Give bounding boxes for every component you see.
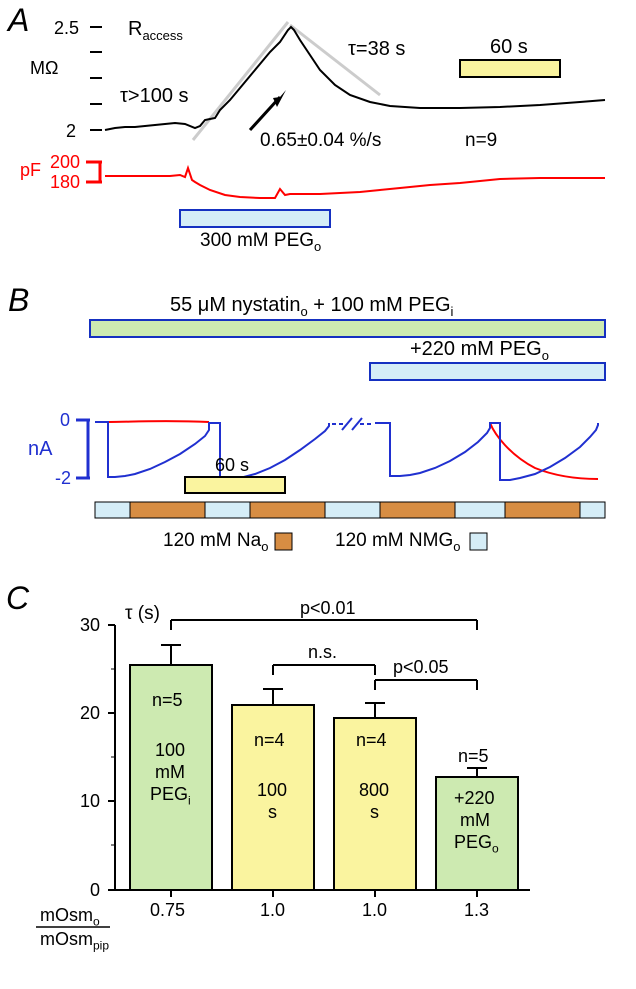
ytick-10: 10	[80, 791, 100, 812]
xtick-0: 0.75	[150, 900, 185, 921]
ns-label: n.s.	[308, 642, 337, 663]
bar3-l2: s	[370, 802, 379, 823]
bar4-n: n=5	[458, 746, 489, 767]
bar4-l1: +220	[454, 788, 495, 809]
ytick-20: 20	[80, 703, 100, 724]
bar1-l3: PEGi	[150, 784, 191, 808]
xtick-1: 1.0	[260, 900, 285, 921]
p001: p<0.01	[300, 598, 356, 619]
p005: p<0.05	[393, 657, 449, 678]
bar1-l2: mM	[155, 762, 185, 783]
bar4-l2: mM	[460, 810, 490, 831]
bar1-l1: 100	[155, 740, 185, 761]
xlab-bottom: mOsmpip	[40, 929, 109, 953]
panel-c-svg	[0, 0, 636, 989]
bar3-l1: 800	[359, 780, 389, 801]
bar2-l1: 100	[257, 780, 287, 801]
bar1-n: n=5	[152, 690, 183, 711]
xtick-2: 1.0	[362, 900, 387, 921]
bar3-n: n=4	[356, 730, 387, 751]
bar2-l2: s	[268, 802, 277, 823]
bar4-l3: PEGo	[454, 832, 499, 856]
ytick-30: 30	[80, 615, 100, 636]
tau-s-label: τ (s)	[125, 603, 160, 625]
ytick-0: 0	[90, 880, 100, 901]
xtick-3: 1.3	[464, 900, 489, 921]
xlab-top: mOsmo	[40, 905, 100, 929]
bar2-n: n=4	[254, 730, 285, 751]
